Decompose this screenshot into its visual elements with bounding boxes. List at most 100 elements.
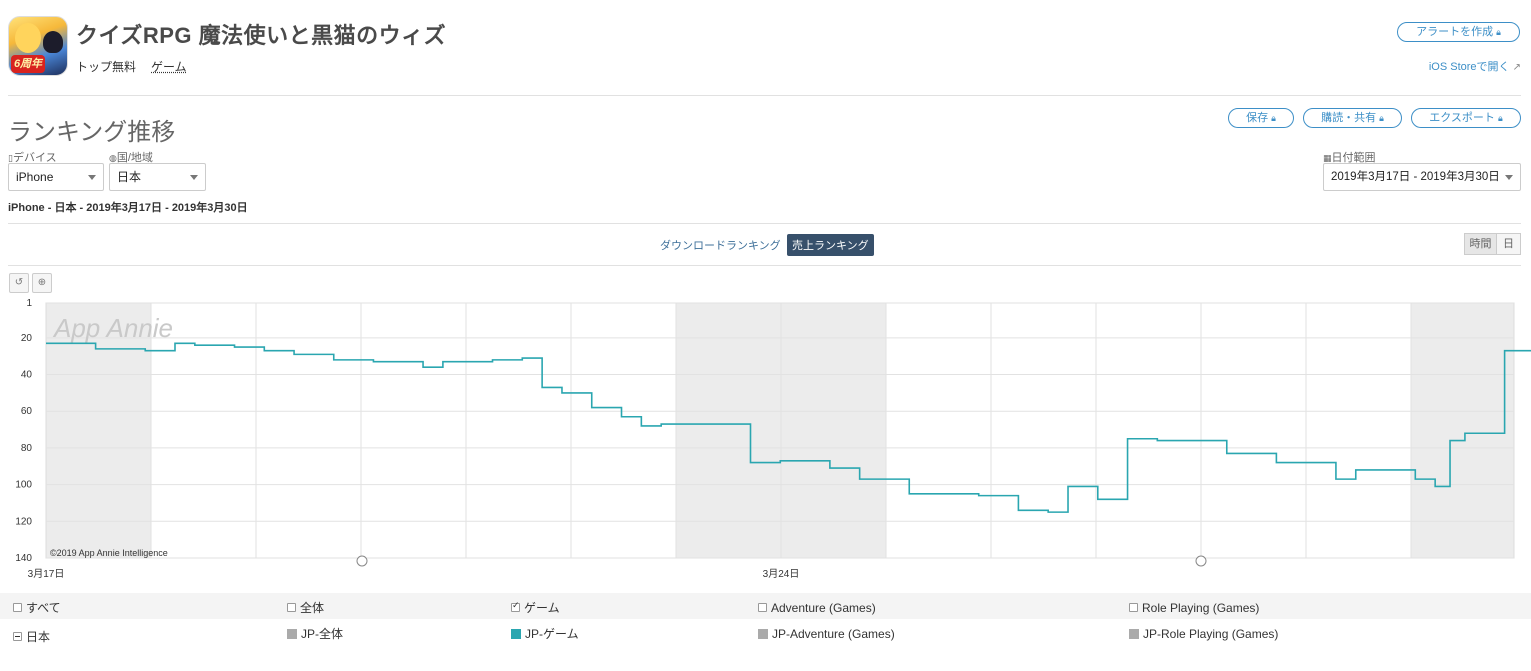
open-ios-store-link[interactable]: iOS Storeで開く ↗ [1429, 58, 1521, 74]
tab-download-ranking[interactable]: ダウンロードランキング [660, 240, 781, 252]
country-select[interactable]: 日本 [109, 163, 206, 191]
x-tick-label: 3月24日 [763, 568, 800, 580]
series-swatch [287, 628, 297, 639]
category-rank: トップ無料 [76, 60, 137, 74]
legend-all[interactable]: すべて [13, 599, 61, 617]
legend-game[interactable]: ゲーム [511, 599, 560, 617]
y-tick-label: 40 [21, 370, 33, 381]
legend-series-jp-game[interactable]: JP-ゲーム [511, 625, 579, 643]
country-label-text: 国/地域 [116, 152, 153, 164]
legend-adventure[interactable]: Adventure (Games) [758, 599, 876, 617]
create-alert-button[interactable]: アラートを作成 🔒︎ [1397, 22, 1520, 42]
device-select[interactable]: iPhone [8, 163, 104, 191]
annotation-marker[interactable] [1195, 555, 1207, 567]
globe-icon: ◍ [109, 153, 117, 163]
selection-summary: iPhone - 日本 - 2019年3月17日 - 2019年3月30日 [8, 202, 248, 214]
legend-series-label: JP-Role Playing (Games) [1143, 626, 1279, 641]
series-swatch [758, 628, 768, 639]
export-label: エクスポート [1429, 112, 1495, 124]
checkbox[interactable] [758, 603, 767, 613]
y-tick-label: 120 [15, 516, 32, 527]
open-ios-store-label: iOS Storeで開く [1428, 61, 1510, 73]
filters-divider [8, 223, 1521, 224]
annotation-marker[interactable] [356, 555, 368, 567]
header-divider [8, 95, 1521, 96]
date-range-label: ▦日付範囲 [1323, 149, 1376, 165]
legend-all-label: すべて [26, 601, 61, 616]
external-link-icon: ↗ [1512, 62, 1521, 73]
device-label-text: デバイス [12, 152, 57, 164]
lock-icon: 🔒︎ [1497, 113, 1503, 123]
device-select-value: iPhone [16, 170, 54, 184]
device-icon: ▯ [8, 153, 13, 163]
chevron-down-icon [1505, 175, 1513, 180]
section-title: ランキング推移 [8, 119, 176, 146]
date-range-select[interactable]: 2019年3月17日 - 2019年3月30日 [1323, 163, 1521, 191]
create-alert-label: アラートを作成 [1416, 26, 1494, 38]
zoom-icon: ⊕ [37, 277, 47, 288]
country-label: ◍国/地域 [109, 149, 153, 165]
legend-series-label: JP-ゲーム [525, 627, 579, 642]
y-tick-label: 1 [26, 298, 32, 309]
weekend-shading [1411, 303, 1514, 558]
lock-icon: 🔒︎ [1379, 113, 1384, 123]
export-button[interactable]: エクスポート 🔒︎ [1411, 108, 1521, 128]
y-tick-label: 100 [15, 480, 32, 491]
collapse-checkbox[interactable] [13, 632, 22, 642]
legend-country-label: 日本 [26, 630, 51, 645]
date-range-value: 2019年3月17日 - 2019年3月30日 [1331, 171, 1500, 183]
legend-series-jp-overall[interactable]: JP-全体 [287, 625, 343, 643]
y-tick-label: 20 [21, 333, 33, 344]
legend-adventure-label: Adventure (Games) [771, 600, 876, 615]
app-icon-cat [43, 31, 63, 53]
subscribe-share-button[interactable]: 購読・共有 🔒︎ [1303, 108, 1402, 128]
legend-role-playing[interactable]: Role Playing (Games) [1129, 599, 1259, 617]
series-swatch [511, 628, 521, 639]
lock-icon: 🔒︎ [1496, 27, 1501, 37]
checkbox[interactable] [1129, 603, 1138, 613]
checkbox[interactable] [13, 603, 22, 613]
granularity-day-button[interactable]: 日 [1496, 233, 1521, 255]
category-link[interactable]: ゲーム [151, 60, 187, 74]
legend-role-playing-label: Role Playing (Games) [1142, 600, 1260, 615]
tabs-divider [8, 265, 1521, 266]
app-title: クイズRPG 魔法使いと黒猫のウィズ [76, 23, 447, 48]
y-tick-label: 140 [15, 553, 32, 564]
legend-series-jp-adventure[interactable]: JP-Adventure (Games) [758, 625, 895, 643]
legend-series-label: JP-全体 [301, 627, 344, 642]
legend-overall[interactable]: 全体 [287, 599, 324, 617]
calendar-icon: ▦ [1323, 153, 1332, 163]
chart-copyright: ©2019 App Annie Intelligence [50, 548, 168, 558]
checkbox[interactable] [511, 600, 520, 613]
y-tick-label: 60 [21, 406, 33, 417]
app-icon-character [15, 23, 41, 53]
checkbox[interactable] [287, 603, 296, 613]
app-icon-badge: 6周年 [11, 55, 45, 73]
series-swatch [1129, 628, 1139, 639]
chevron-down-icon [88, 175, 96, 180]
chart-watermark: App Annie [52, 313, 173, 343]
chevron-down-icon [190, 175, 198, 180]
legend-country[interactable]: 日本 [13, 628, 50, 646]
subscribe-share-label: 購読・共有 [1321, 112, 1377, 124]
granularity-hour-button[interactable]: 時間 [1464, 233, 1497, 255]
reset-icon: ↺ [14, 277, 24, 288]
zoom-button[interactable]: ⊕ [32, 273, 52, 293]
device-label: ▯デバイス [8, 149, 57, 165]
country-select-value: 日本 [117, 170, 142, 184]
legend-series-jp-role-playing[interactable]: JP-Role Playing (Games) [1129, 625, 1278, 643]
app-icon: 6周年 [8, 16, 68, 76]
legend-series-label: JP-Adventure (Games) [772, 626, 895, 641]
lock-icon: 🔒︎ [1271, 113, 1276, 123]
y-tick-label: 80 [21, 443, 33, 454]
legend-game-label: ゲーム [524, 601, 560, 616]
series-line-jp-game[interactable] [46, 325, 1531, 513]
weekend-shading [46, 303, 151, 558]
tab-revenue-ranking[interactable]: 売上ランキング [787, 234, 874, 256]
x-tick-label: 3月17日 [28, 568, 65, 580]
save-label: 保存 [1246, 112, 1269, 124]
save-button[interactable]: 保存 🔒︎ [1228, 108, 1294, 128]
date-range-label-text: 日付範囲 [1331, 152, 1376, 164]
reset-zoom-button[interactable]: ↺ [9, 273, 29, 293]
